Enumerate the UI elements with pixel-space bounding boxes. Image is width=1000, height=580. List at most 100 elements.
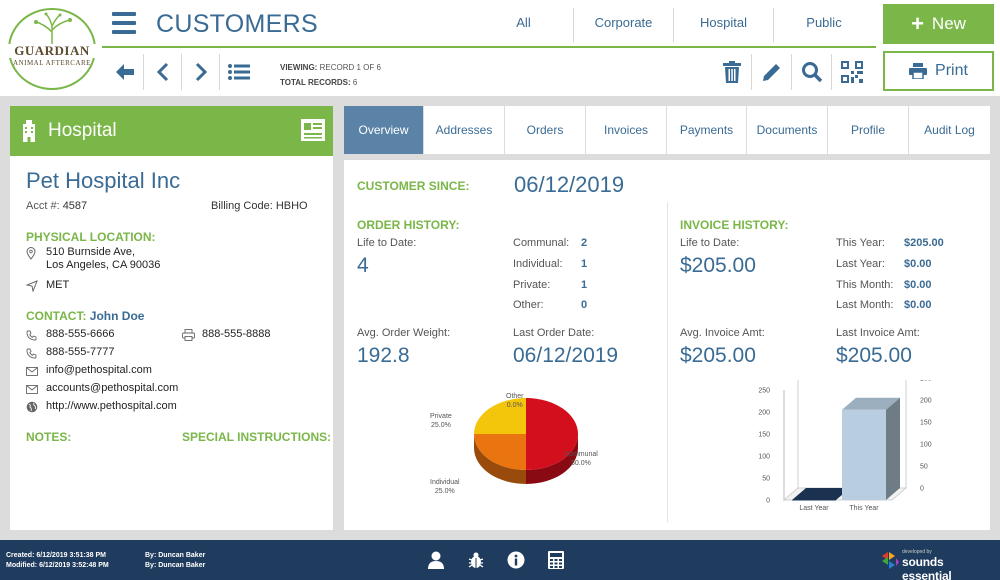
pie-slice-side-individual: [474, 434, 526, 484]
pie-label-communal: Communal 50.0%: [564, 450, 598, 468]
pie-label-individual-name: Individual: [430, 479, 460, 486]
developer-credit[interactable]: developed by sounds essential: [880, 548, 995, 580]
phone-row-1: 888-555-6666: [26, 328, 115, 342]
tab-payments[interactable]: Payments: [667, 106, 747, 154]
tab-audit-log[interactable]: Audit Log: [924, 123, 975, 137]
filter-tab-public[interactable]: Public: [806, 15, 842, 30]
bar-category-label: This Year: [849, 505, 879, 512]
audit-timestamps: Created: 6/12/2019 3:51:38 PM Modified: …: [6, 551, 109, 571]
pie-label-other-name: Other: [506, 393, 524, 400]
tab-profile[interactable]: Profile: [828, 106, 909, 154]
filter-tab-corporate[interactable]: Corporate: [574, 8, 674, 42]
envelope-icon: [26, 364, 46, 378]
billing-code: Billing Code: HBHO: [211, 200, 308, 212]
tab-invoices[interactable]: Invoices: [586, 106, 667, 154]
previous-record-icon[interactable]: [144, 54, 182, 90]
other-value: 0: [581, 299, 588, 311]
navigation-arrow-icon: [26, 279, 46, 293]
edit-pencil-icon[interactable]: [752, 54, 792, 90]
this-year-label: This Year:: [836, 237, 885, 249]
bar-y-tick: 50: [762, 476, 770, 483]
calculator-icon[interactable]: [545, 549, 567, 571]
developer-credit-caption: developed by: [902, 549, 932, 555]
new-button[interactable]: + New: [883, 4, 994, 44]
bar-y-tick: 250: [758, 388, 770, 395]
tree-logo-icon: [34, 12, 72, 46]
other-label: Other:: [513, 299, 544, 311]
bug-icon[interactable]: [465, 549, 487, 571]
page-title: CUSTOMERS: [156, 10, 318, 38]
tab-overview[interactable]: Overview: [344, 106, 424, 154]
website-row: http://www.pethospital.com: [26, 400, 177, 414]
contact-section: CONTACT: John Doe: [26, 309, 144, 323]
phone-icon: [26, 328, 46, 342]
created-value: 6/12/2019 3:51:38 PM: [36, 552, 107, 559]
pie-label-individual-value: 25.0%: [434, 488, 455, 495]
phone-icon: [26, 346, 46, 360]
fax-number[interactable]: 888-555-8888: [202, 328, 271, 340]
bar-y2-tick: 100: [920, 442, 932, 449]
pie-slice-individual[interactable]: [474, 434, 526, 470]
next-record-icon[interactable]: [182, 54, 220, 90]
globe-icon: [26, 400, 46, 414]
filter-tab-hospital[interactable]: Hospital: [674, 8, 774, 42]
bar-top-face: [792, 488, 850, 500]
print-button[interactable]: Print: [883, 51, 994, 91]
bar-y-tick: 150: [758, 432, 770, 439]
header-divider: [102, 46, 876, 48]
detail-tabs: Overview Addresses Orders Invoices Payme…: [344, 106, 990, 154]
last-year-value: $0.00: [904, 258, 932, 270]
pie-label-private-value: 25.0%: [430, 422, 451, 429]
modified-by-value: Duncan Baker: [158, 562, 206, 569]
last-month-value: $0.00: [904, 299, 932, 311]
viewing-value: RECORD 1 OF 6: [319, 63, 381, 72]
customer-since-value: 06/12/2019: [514, 172, 625, 197]
hospital-building-icon: [23, 120, 35, 142]
trash-icon[interactable]: [712, 54, 752, 90]
logo-tagline: ANIMAL AFTERCARE: [13, 59, 91, 67]
contact-name[interactable]: John Doe: [89, 309, 145, 323]
fax-row: 888-555-8888: [182, 328, 271, 342]
email-row-2: accounts@pethospital.com: [26, 382, 178, 396]
phone-1[interactable]: 888-555-6666: [46, 328, 115, 340]
order-history-label: ORDER HISTORY:: [357, 218, 460, 232]
search-icon[interactable]: [792, 54, 832, 90]
last-month-label: Last Month:: [836, 299, 894, 311]
tab-orders[interactable]: Orders: [505, 106, 586, 154]
created-label: Created:: [6, 552, 35, 559]
pie-slice-private[interactable]: [474, 398, 526, 434]
menu-hamburger-icon[interactable]: [112, 12, 136, 34]
last-invoice-value: $205.00: [836, 344, 912, 367]
email-2[interactable]: accounts@pethospital.com: [46, 382, 179, 394]
envelope-icon: [26, 382, 46, 396]
info-icon[interactable]: [505, 549, 527, 571]
phone-2[interactable]: 888-555-7777: [46, 346, 115, 358]
bar-this-year[interactable]: [842, 409, 886, 500]
last-invoice-label: Last Invoice Amt:: [836, 327, 920, 339]
inv-life-to-date-label: Life to Date:: [680, 237, 740, 249]
physical-location-label: PHYSICAL LOCATION:: [26, 230, 156, 244]
bar-last-year[interactable]: [792, 500, 836, 501]
this-month-label: This Month:: [836, 279, 894, 291]
special-instructions-label: SPECIAL INSTRUCTIONS:: [182, 430, 332, 444]
total-records-value: 6: [352, 78, 358, 87]
website-link[interactable]: http://www.pethospital.com: [46, 400, 177, 412]
pie-chart-svg: [474, 398, 578, 484]
user-icon[interactable]: [425, 549, 447, 571]
account-number-value: 4587: [62, 200, 88, 212]
bar-top-face: [842, 397, 900, 410]
company-logo[interactable]: GUARDIAN ANIMAL AFTERCARE: [4, 4, 100, 92]
address-row: 510 Burnside Ave, Los Angeles, CA 90036: [26, 246, 160, 272]
pie-slice-communal[interactable]: [526, 398, 578, 470]
tab-documents[interactable]: Documents: [747, 106, 828, 154]
audit-users: By: Duncan Baker By: Duncan Baker: [145, 551, 205, 571]
filter-tab-all[interactable]: All: [474, 8, 574, 42]
qr-code-icon[interactable]: [832, 54, 872, 90]
back-arrow-icon[interactable]: [106, 54, 144, 90]
zone-value: MET: [46, 279, 70, 291]
created-by-label: By:: [145, 552, 157, 559]
contact-card-icon[interactable]: [301, 119, 325, 141]
list-view-icon[interactable]: [220, 54, 258, 90]
tab-addresses[interactable]: Addresses: [424, 106, 505, 154]
email-1[interactable]: info@pethospital.com: [46, 364, 152, 376]
